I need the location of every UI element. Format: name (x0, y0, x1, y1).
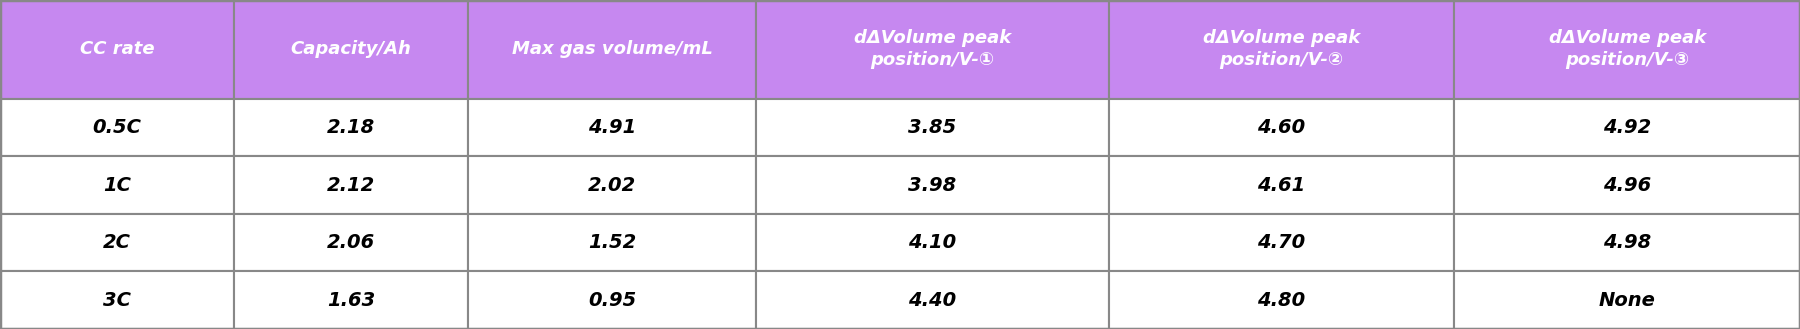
Text: 2.18: 2.18 (328, 118, 374, 137)
Bar (1109, 156, 1454, 214)
Bar (1454, 214, 1800, 271)
Bar (234, 0, 468, 99)
Text: 4.60: 4.60 (1258, 118, 1305, 137)
Bar (468, 99, 756, 156)
Text: None: None (1598, 291, 1656, 310)
Text: Max gas volume/mL: Max gas volume/mL (511, 40, 713, 58)
Bar (756, 156, 1109, 214)
Bar (234, 99, 468, 156)
Bar (0, 0, 234, 99)
Text: CC rate: CC rate (79, 40, 155, 58)
Bar (0, 99, 234, 156)
Text: 4.98: 4.98 (1604, 233, 1651, 252)
Text: 4.70: 4.70 (1258, 233, 1305, 252)
Bar (1454, 271, 1800, 329)
Text: 3.98: 3.98 (909, 176, 956, 194)
Bar (756, 271, 1109, 329)
Bar (1454, 99, 1800, 156)
Text: 0.95: 0.95 (589, 291, 635, 310)
Text: dΔVolume peak
position/V-①: dΔVolume peak position/V-① (853, 29, 1012, 69)
Text: 1.52: 1.52 (589, 233, 635, 252)
Text: 1C: 1C (103, 176, 131, 194)
Text: Capacity/Ah: Capacity/Ah (290, 40, 412, 58)
Bar (468, 156, 756, 214)
Text: 4.40: 4.40 (909, 291, 956, 310)
Bar (0, 156, 234, 214)
Text: 4.92: 4.92 (1604, 118, 1651, 137)
Bar (1454, 0, 1800, 99)
Text: 1.63: 1.63 (328, 291, 374, 310)
Bar (1109, 214, 1454, 271)
Bar (756, 214, 1109, 271)
Text: 4.91: 4.91 (589, 118, 635, 137)
Text: 3.85: 3.85 (909, 118, 956, 137)
Bar (0, 271, 234, 329)
Text: 4.61: 4.61 (1258, 176, 1305, 194)
Bar (1109, 271, 1454, 329)
Bar (234, 156, 468, 214)
Bar (234, 214, 468, 271)
Bar (468, 0, 756, 99)
Bar (468, 271, 756, 329)
Text: 2.02: 2.02 (589, 176, 635, 194)
Bar (756, 0, 1109, 99)
Text: 3C: 3C (103, 291, 131, 310)
Text: 4.80: 4.80 (1258, 291, 1305, 310)
Bar (0, 214, 234, 271)
Text: 2.12: 2.12 (328, 176, 374, 194)
Bar (234, 271, 468, 329)
Bar (1454, 156, 1800, 214)
Bar (1109, 0, 1454, 99)
Text: 0.5C: 0.5C (92, 118, 142, 137)
Text: 4.10: 4.10 (909, 233, 956, 252)
Text: 4.96: 4.96 (1604, 176, 1651, 194)
Text: dΔVolume peak
position/V-③: dΔVolume peak position/V-③ (1548, 29, 1706, 69)
Text: 2C: 2C (103, 233, 131, 252)
Bar (1109, 99, 1454, 156)
Bar (468, 214, 756, 271)
Text: dΔVolume peak
position/V-②: dΔVolume peak position/V-② (1202, 29, 1361, 69)
Text: 2.06: 2.06 (328, 233, 374, 252)
Bar (756, 99, 1109, 156)
